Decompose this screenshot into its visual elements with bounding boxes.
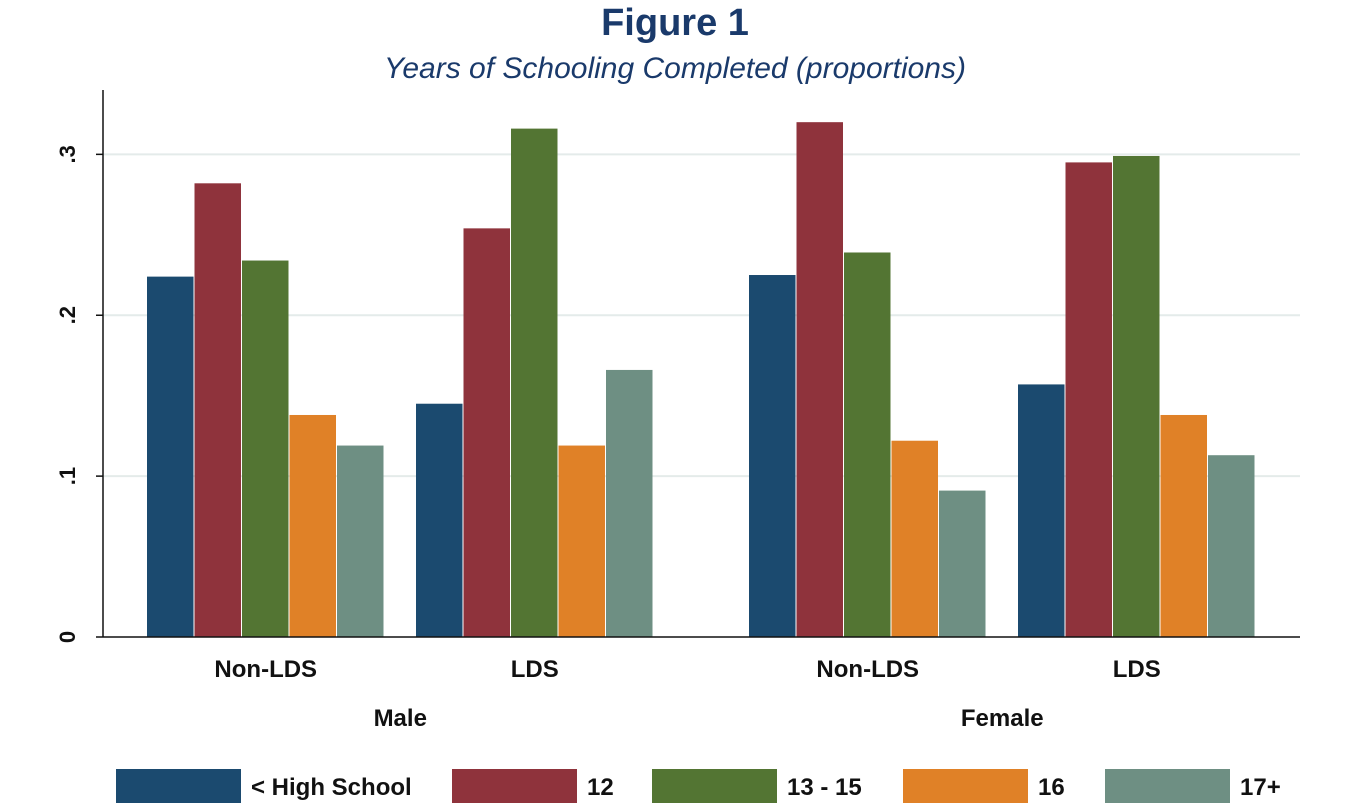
category-label: LDS bbox=[511, 656, 559, 683]
legend-swatch bbox=[452, 769, 577, 803]
bar bbox=[147, 276, 194, 637]
legend: < High School 12 13 - 15 16 17+ bbox=[116, 769, 1281, 803]
category-label: LDS bbox=[1113, 656, 1161, 683]
bar bbox=[289, 414, 336, 637]
bar bbox=[891, 440, 938, 637]
y-tick-label: .1 bbox=[55, 467, 80, 485]
legend-label: 13 - 15 bbox=[787, 774, 862, 801]
bar bbox=[1018, 384, 1065, 637]
bar bbox=[416, 403, 463, 637]
chart-title: Figure 1 bbox=[601, 2, 749, 44]
bar bbox=[242, 260, 289, 637]
y-tick-label: .2 bbox=[55, 306, 80, 324]
y-tick-label: .3 bbox=[55, 145, 80, 163]
legend-label: < High School bbox=[251, 774, 412, 801]
bar bbox=[939, 490, 986, 637]
bar bbox=[1113, 155, 1160, 637]
group-label: Female bbox=[961, 705, 1044, 732]
bar bbox=[1208, 455, 1255, 637]
group-label: Male bbox=[374, 705, 427, 732]
legend-swatch bbox=[116, 769, 241, 803]
bars bbox=[147, 122, 1255, 638]
legend-label: 16 bbox=[1038, 774, 1065, 801]
category-label: Non-LDS bbox=[214, 656, 317, 683]
bar bbox=[1065, 162, 1112, 637]
legend-label: 12 bbox=[587, 774, 614, 801]
y-tick-label: 0 bbox=[55, 631, 80, 643]
category-label: Non-LDS bbox=[816, 656, 919, 683]
axes bbox=[96, 90, 1300, 638]
bar bbox=[796, 122, 843, 638]
bar bbox=[844, 252, 891, 637]
bar bbox=[463, 228, 510, 637]
bar bbox=[337, 445, 384, 637]
bar bbox=[606, 369, 653, 637]
chart-subtitle: Years of Schooling Completed (proportion… bbox=[384, 52, 966, 85]
bar bbox=[749, 275, 796, 637]
legend-swatch bbox=[903, 769, 1028, 803]
labels: 0 .1 .2 .3 Non-LDS LDS Non-LDS LDS Male Female bbox=[55, 145, 1161, 732]
bar bbox=[511, 128, 558, 638]
bar bbox=[1160, 414, 1207, 637]
bar bbox=[558, 445, 605, 637]
legend-swatch bbox=[652, 769, 777, 803]
legend-label: 17+ bbox=[1240, 774, 1281, 801]
bar bbox=[194, 183, 241, 637]
legend-swatch bbox=[1105, 769, 1230, 803]
